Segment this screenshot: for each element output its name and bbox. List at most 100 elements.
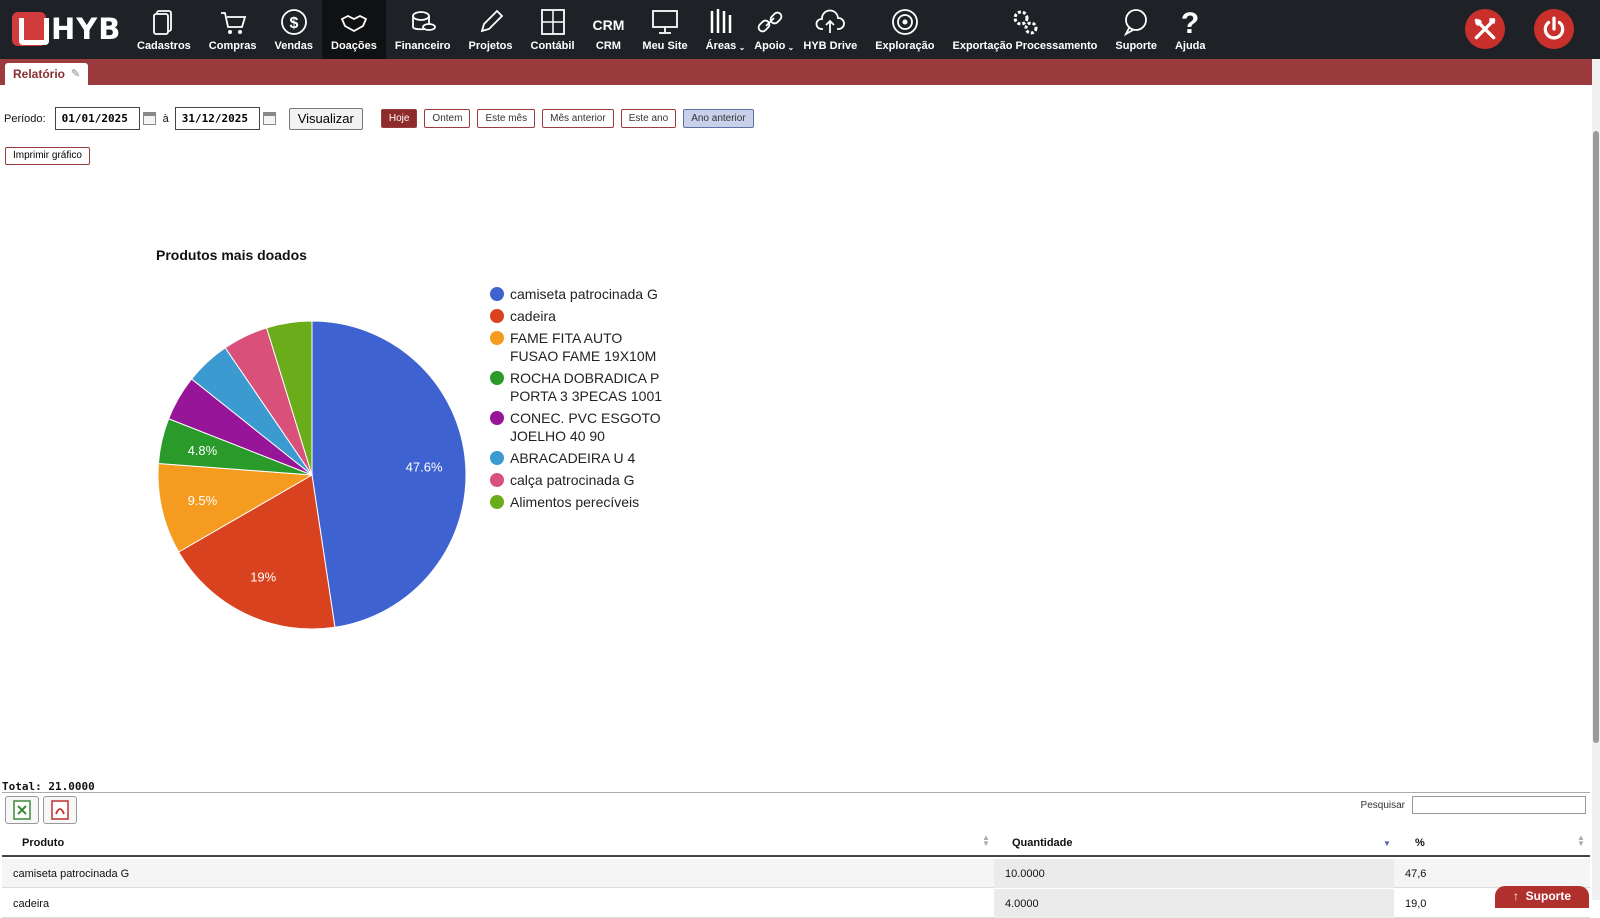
sort-desc-icon[interactable]: ▼ <box>1383 839 1391 848</box>
nav-item-hyb-drive[interactable]: HYB Drive <box>794 0 866 59</box>
legend-label: camiseta patrocinada G <box>510 286 658 302</box>
support-label: Suporte <box>1525 889 1571 903</box>
table-row[interactable]: cadeira 4.0000 19,0 <box>2 889 1590 918</box>
nav-item-suporte[interactable]: Suporte <box>1106 0 1166 59</box>
legend-item[interactable]: ABRACADEIRA U 4 <box>490 449 670 467</box>
calendar-icon[interactable] <box>142 112 156 125</box>
app-logo[interactable]: HYB <box>12 10 121 48</box>
main-nav: Cadastros Compras $ Vendas Doações Financeiro… <box>128 0 1215 59</box>
cell-quantidade: 10.0000 <box>1005 868 1045 880</box>
col-produto[interactable]: Produto <box>22 837 65 849</box>
nav-label: Apoio <box>754 40 786 52</box>
nav-label: Exportação Processamento <box>952 40 1098 52</box>
nav-label: Áreas <box>705 40 737 52</box>
nav-item-doaç-es[interactable]: Doações <box>322 0 386 59</box>
nav-label: Ajuda <box>1174 40 1206 52</box>
legend-label: Alimentos perecíveis <box>510 494 640 510</box>
nav-label: Contábil <box>530 40 575 52</box>
legend-swatch <box>490 287 504 301</box>
legend-swatch <box>490 411 504 425</box>
search-input[interactable] <box>1412 796 1586 814</box>
page-scrollbar[interactable] <box>1592 59 1600 900</box>
coins-icon <box>411 11 436 31</box>
chart-legend: camiseta patrocinada G cadeira FAME FITA A… <box>490 285 670 515</box>
nav-label: Compras <box>208 40 257 52</box>
quick-este-ano-button[interactable]: Este ano <box>620 109 677 128</box>
nav-item-meu-site[interactable]: Meu Site <box>633 0 696 59</box>
legend-swatch <box>490 473 504 487</box>
start-date-input[interactable] <box>54 107 140 130</box>
legend-label: FAME FITA AUTO FUSAO FAME 19X10M <box>510 330 657 364</box>
legend-swatch <box>490 309 504 323</box>
tools-button[interactable] <box>1465 9 1505 49</box>
legend-item[interactable]: calça patrocinada G <box>490 471 670 489</box>
tab-relatorio[interactable]: Relatório ✎ <box>5 63 89 85</box>
pie-slice[interactable] <box>265 320 313 476</box>
nav-item-áreas[interactable]: ⌄ Áreas <box>697 0 745 59</box>
nav-label: CRM <box>595 40 621 52</box>
quick-mes-anterior-button[interactable]: Mês anterior <box>542 109 614 128</box>
quick-hoje-button[interactable]: Hoje <box>380 109 418 128</box>
nav-item-crm[interactable]: CRM CRM <box>584 0 634 59</box>
quick-ontem-button[interactable]: Ontem <box>424 109 471 128</box>
nav-item-cadastros[interactable]: Cadastros <box>128 0 200 59</box>
print-chart-button[interactable]: Imprimir gráfico <box>5 147 90 165</box>
excel-icon <box>13 800 31 820</box>
export-excel-button[interactable] <box>5 796 39 824</box>
quick-ano-anterior-button[interactable]: Ano anterior <box>683 109 754 128</box>
pie-slice[interactable] <box>177 474 336 630</box>
total-label: Total: 21.0000 <box>2 780 95 793</box>
nav-item-exportação-processamento[interactable]: Exportação Processamento <box>944 0 1107 59</box>
cell-produto: camiseta patrocinada G <box>13 868 130 880</box>
col-percent[interactable]: % <box>1415 837 1425 849</box>
link-icon <box>757 11 783 33</box>
legend-swatch <box>490 451 504 465</box>
end-date-input[interactable] <box>174 107 260 130</box>
handshake-icon <box>340 14 368 33</box>
documents-icon <box>152 10 172 35</box>
pie-slice[interactable] <box>157 462 314 553</box>
legend-item[interactable]: camiseta patrocinada G <box>490 285 670 303</box>
edit-icon[interactable]: ✎ <box>71 68 81 80</box>
table-row[interactable]: camiseta patrocinada G 10.0000 47,6 <box>2 859 1590 888</box>
legend-label: ROCHA DOBRADICA P PORTA 3 3PECAS 1001 <box>510 370 663 404</box>
target-icon <box>891 9 918 35</box>
crm-icon: CRM <box>592 17 625 33</box>
visualizar-button[interactable]: Visualizar <box>288 107 363 130</box>
quick-este-mes-button[interactable]: Este mês <box>477 109 536 128</box>
sort-icon[interactable]: ▲ ▼ <box>982 833 990 848</box>
col-quantidade[interactable]: Quantidade <box>1012 837 1073 849</box>
hyb-logo-icon <box>12 12 49 46</box>
gears-icon <box>1013 10 1038 35</box>
arrow-up-icon: ↑ <box>1512 889 1526 903</box>
nav-item-exploração[interactable]: Exploração <box>866 0 943 59</box>
legend-label: cadeira <box>510 308 556 324</box>
nav-item-apoio[interactable]: ⌄ Apoio <box>745 0 794 59</box>
nav-label: Financeiro <box>394 40 451 52</box>
support-float-button[interactable]: ↑ Suporte <box>1495 886 1589 908</box>
scrollbar-thumb[interactable] <box>1593 131 1599 743</box>
pie-slice[interactable] <box>311 320 467 628</box>
legend-item[interactable]: FAME FITA AUTO FUSAO FAME 19X10M <box>490 329 670 365</box>
legend-item[interactable]: ROCHA DOBRADICA P PORTA 3 3PECAS 1001 <box>490 369 670 405</box>
legend-label: CONEC. PVC ESGOTO JOELHO 40 90 <box>510 410 661 444</box>
calendar-icon[interactable] <box>262 112 276 125</box>
nav-item-compras[interactable]: Compras <box>200 0 266 59</box>
export-pdf-button[interactable] <box>43 796 77 824</box>
sorted-column-cell <box>994 889 1394 918</box>
pdf-icon <box>51 800 69 820</box>
sort-icon[interactable]: ▲ ▼ <box>1577 833 1585 848</box>
legend-swatch <box>490 371 504 385</box>
legend-item[interactable]: Alimentos perecíveis <box>490 493 670 511</box>
nav-item-vendas[interactable]: $ Vendas <box>265 0 322 59</box>
logout-button[interactable] <box>1534 9 1574 49</box>
nav-label: Cadastros <box>137 40 191 52</box>
top-navbar: HYB Cadastros Compras $ Vendas Doações Financ… <box>0 0 1600 59</box>
nav-item-financeiro[interactable]: Financeiro <box>386 0 460 59</box>
period-label: Período: <box>4 112 46 125</box>
legend-item[interactable]: cadeira <box>490 307 670 325</box>
legend-item[interactable]: CONEC. PVC ESGOTO JOELHO 40 90 <box>490 409 670 445</box>
nav-item-ajuda[interactable]: ? Ajuda <box>1166 0 1215 59</box>
nav-item-projetos[interactable]: Projetos <box>460 0 522 59</box>
nav-item-contábil[interactable]: Contábil <box>522 0 584 59</box>
